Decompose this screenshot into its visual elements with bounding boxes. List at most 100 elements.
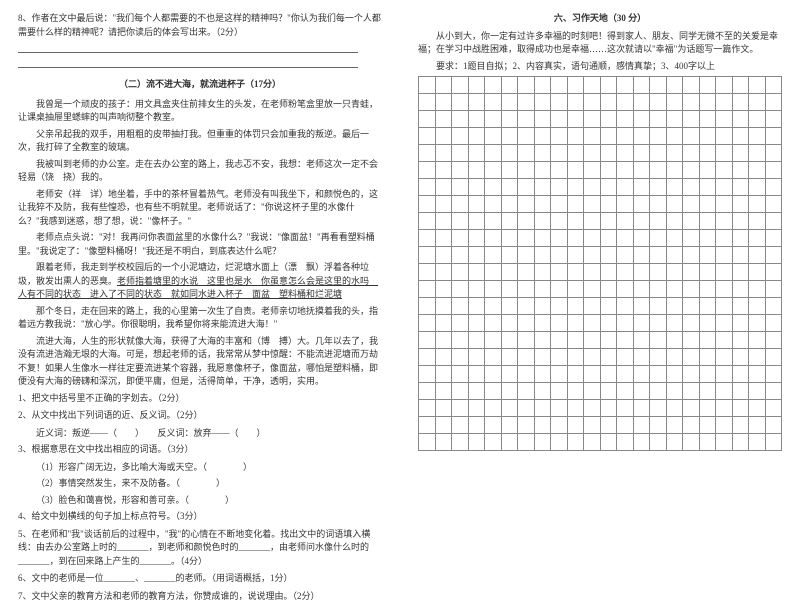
grid-cell [666, 349, 683, 366]
grid-cell [419, 434, 436, 451]
right-column: 六、习作天地（30 分） 从小到大，你一定有过许多幸福的时刻吧！得到家人、朋友、… [400, 0, 800, 554]
grid-cell [501, 179, 518, 196]
paragraph-8: 流进大海，人生的形状就像大海，获得了大海的丰富和（博 搏）大。几年以去了，我没有… [18, 335, 382, 389]
grid-cell [716, 366, 733, 383]
grid-cell [732, 434, 749, 451]
grid-cell [567, 417, 584, 434]
grid-cell [732, 179, 749, 196]
grid-cell [716, 179, 733, 196]
grid-cell [716, 230, 733, 247]
grid-cell [600, 332, 617, 349]
grid-cell [518, 349, 535, 366]
grid-cell [600, 383, 617, 400]
grid-cell [716, 213, 733, 230]
grid-cell [765, 247, 782, 264]
grid-cell [419, 264, 436, 281]
paragraph-6a: 跟着老师，我走到学校校园后的一个小泥塘边，烂泥塘水面上（漂 飘）浮着各种垃圾，散… [18, 261, 382, 302]
question-5: 5、在老师和"我"谈话前后的过程中，"我"的心情在不断地变化着。找出文中的词语填… [18, 528, 382, 569]
grid-cell [534, 213, 551, 230]
grid-cell [452, 230, 469, 247]
grid-cell [716, 315, 733, 332]
grid-cell [551, 94, 568, 111]
grid-cell [501, 162, 518, 179]
grid-cell [419, 383, 436, 400]
grid-cell [617, 162, 634, 179]
question-3a: （1）形容广阔无边，多比喻大海或天空。（ ） [18, 461, 382, 475]
grid-cell [518, 366, 535, 383]
grid-cell [650, 281, 667, 298]
grid-cell [584, 196, 601, 213]
grid-cell [452, 247, 469, 264]
paragraph-2: 父亲吊起我的双手，用粗粗的皮带抽打我。但重重的体罚只会加重我的叛逆。最后一次，我… [18, 128, 382, 155]
grid-cell [501, 366, 518, 383]
grid-cell [765, 128, 782, 145]
grid-cell [650, 264, 667, 281]
grid-cell [435, 111, 452, 128]
grid-cell [435, 298, 452, 315]
grid-cell [683, 230, 700, 247]
grid-cell [567, 145, 584, 162]
grid-cell [732, 162, 749, 179]
paragraph-1: 我曾是一个顽皮的孩子：用文具盒夹住前排女生的头发，在老师粉笔盒里放一只青蛙，让课… [18, 98, 382, 125]
grid-cell [600, 417, 617, 434]
grid-cell [468, 349, 485, 366]
grid-cell [551, 332, 568, 349]
grid-cell [534, 145, 551, 162]
grid-cell [716, 349, 733, 366]
grid-cell [765, 417, 782, 434]
grid-cell [419, 111, 436, 128]
grid-cell [666, 213, 683, 230]
grid-cell [518, 417, 535, 434]
grid-cell [699, 434, 716, 451]
grid-cell [749, 196, 766, 213]
grid-cell [617, 213, 634, 230]
grid-cell [699, 332, 716, 349]
grid-cell [518, 315, 535, 332]
grid-cell [485, 230, 502, 247]
grid-cell [716, 111, 733, 128]
grid-cell [699, 281, 716, 298]
grid-cell [749, 94, 766, 111]
grid-cell [765, 400, 782, 417]
grid-cell [419, 145, 436, 162]
grid-cell [699, 128, 716, 145]
question-1: 1、把文中括号里不正确的字划去。（2分） [18, 392, 382, 406]
grid-cell [518, 400, 535, 417]
grid-cell [501, 247, 518, 264]
grid-cell [534, 230, 551, 247]
grid-cell [501, 315, 518, 332]
grid-cell [699, 417, 716, 434]
grid-cell [716, 247, 733, 264]
grid-cell [501, 230, 518, 247]
grid-cell [683, 366, 700, 383]
grid-cell [584, 111, 601, 128]
grid-cell [749, 298, 766, 315]
grid-cell [650, 332, 667, 349]
grid-cell [485, 383, 502, 400]
grid-cell [600, 230, 617, 247]
grid-cell [732, 230, 749, 247]
grid-cell [518, 383, 535, 400]
grid-cell [732, 111, 749, 128]
grid-cell [650, 179, 667, 196]
grid-cell [633, 77, 650, 94]
question-2a: 近义词：叛逆——（ ） 反义词：放弃——（ ） [18, 427, 382, 441]
grid-cell [765, 94, 782, 111]
question-2: 2、从文中找出下列词语的近、反义词。（2分） [18, 409, 382, 423]
grid-cell [633, 196, 650, 213]
grid-cell [617, 145, 634, 162]
grid-cell [518, 332, 535, 349]
grid-cell [485, 332, 502, 349]
grid-cell [683, 111, 700, 128]
grid-cell [435, 162, 452, 179]
grid-cell [617, 111, 634, 128]
grid-cell [716, 145, 733, 162]
grid-cell [468, 162, 485, 179]
grid-cell [435, 94, 452, 111]
grid-cell [435, 145, 452, 162]
grid-cell [452, 315, 469, 332]
grid-cell [650, 213, 667, 230]
grid-cell [633, 315, 650, 332]
grid-cell [419, 417, 436, 434]
grid-cell [765, 366, 782, 383]
